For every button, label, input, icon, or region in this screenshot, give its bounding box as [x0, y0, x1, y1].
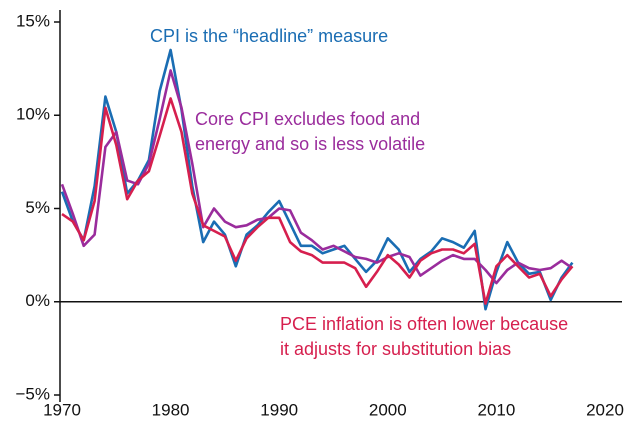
y-tick-label: 0% — [25, 291, 50, 310]
annotation: Core CPI excludes food and — [195, 109, 420, 129]
annotation: energy and so is less volatile — [195, 134, 425, 154]
x-tick-label: 1990 — [260, 400, 298, 419]
series-line — [60, 69, 574, 285]
x-tick-label: 1980 — [152, 400, 190, 419]
series-line — [61, 97, 574, 305]
y-tick-label: 10% — [16, 105, 50, 124]
y-tick-label: −5% — [16, 384, 51, 403]
annotation: CPI is the “headline” measure — [150, 26, 388, 46]
annotation: it adjusts for substitution bias — [280, 339, 511, 359]
y-tick-label: 5% — [25, 198, 50, 217]
x-tick-label: 2020 — [586, 400, 624, 419]
y-tick-label: 15% — [16, 11, 50, 30]
x-tick-label: 2000 — [369, 400, 407, 419]
series-line — [60, 48, 574, 311]
annotation: PCE inflation is often lower because — [280, 314, 568, 334]
x-tick-label: 2010 — [477, 400, 515, 419]
x-tick-label: 1970 — [43, 400, 81, 419]
